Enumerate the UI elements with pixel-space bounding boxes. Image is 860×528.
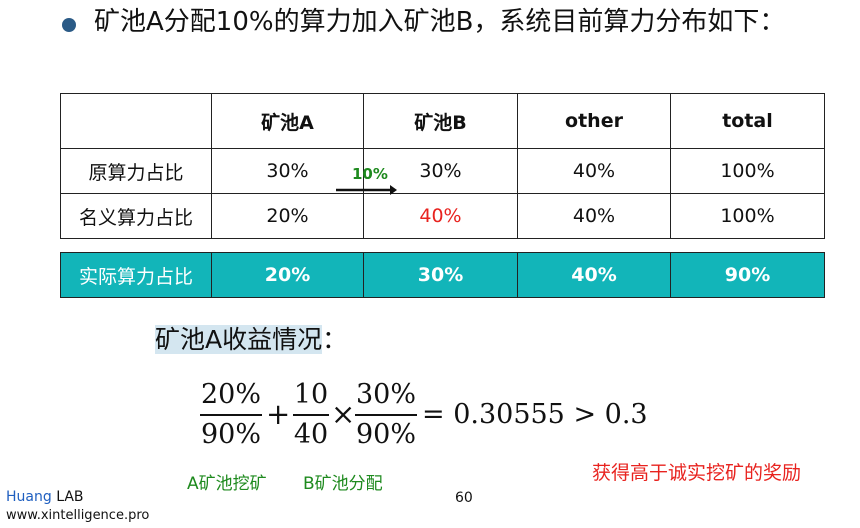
table-cell: 20%	[211, 252, 364, 298]
footer-brand: Huang LAB	[6, 489, 84, 505]
arrow-label: 10%	[352, 165, 388, 183]
table-header-row: 矿池A 矿池B other total	[60, 93, 825, 149]
footer-url: www.xintelligence.pro	[6, 508, 150, 523]
plus-sign: +	[266, 397, 291, 431]
arrow-right-icon	[336, 185, 397, 195]
table-row: 实际算力占比 20% 30% 40% 90%	[60, 252, 825, 298]
numerator: 10	[293, 379, 329, 410]
table-cell: 30%	[211, 148, 364, 194]
slide-title: 矿池A分配10%的算力加入矿池B，系统目前算力分布如下：	[94, 7, 786, 37]
table-cell: 30%	[363, 148, 518, 194]
formula-result: = 0.30555 > 0.3	[422, 399, 648, 430]
times-sign: ×	[331, 397, 356, 431]
table-row: 原算力占比 30% 30% 40% 100%	[60, 148, 825, 194]
actual-hashrate-row: 实际算力占比 20% 30% 40% 90%	[60, 252, 825, 298]
numerator: 20%	[200, 379, 261, 410]
hashrate-table: 矿池A 矿池B other total 原算力占比 30% 30% 40% 10…	[60, 93, 825, 239]
table-cell: 40%	[517, 148, 671, 194]
table-cell: 100%	[670, 193, 825, 239]
reward-note: 获得高于诚实挖矿的奖励	[592, 462, 802, 484]
row-label: 原算力占比	[60, 148, 212, 194]
page-number: 60	[455, 490, 473, 506]
table-cell: 30%	[363, 252, 518, 298]
header-cell: 矿池B	[363, 93, 518, 149]
bullet-dot	[62, 18, 76, 32]
header-cell	[60, 93, 212, 149]
transfer-arrow: 10%	[334, 165, 398, 197]
revenue-heading: 矿池A收益情况：	[155, 320, 347, 356]
label-pool-a-mining: A矿池挖矿	[187, 474, 267, 494]
fraction: 10 40	[293, 378, 329, 452]
brand-rest: LAB	[51, 489, 84, 505]
table-cell-highlight: 40%	[363, 193, 518, 239]
header-cell: other	[517, 93, 671, 149]
table-cell: 40%	[517, 193, 671, 239]
table-cell: 100%	[670, 148, 825, 194]
row-label: 名义算力占比	[60, 193, 212, 239]
table-cell: 20%	[211, 193, 364, 239]
fraction-bar	[293, 414, 329, 416]
table-cell: 40%	[517, 252, 671, 298]
fraction-bar	[200, 414, 262, 416]
denominator: 90%	[200, 419, 261, 450]
table-row: 名义算力占比 20% 40% 40% 100%	[60, 193, 825, 239]
denominator: 40	[293, 419, 329, 450]
table-cell: 90%	[670, 252, 825, 298]
header-cell: 矿池A	[211, 93, 364, 149]
revenue-heading-text: 矿池A收益情况	[155, 325, 323, 354]
fraction: 20% 90%	[200, 378, 262, 452]
label-pool-b-distribution: B矿池分配	[303, 474, 383, 494]
denominator: 90%	[355, 419, 416, 450]
brand-highlight: Huang	[6, 489, 52, 505]
fraction-bar	[355, 414, 417, 416]
revenue-colon: ：	[322, 325, 348, 354]
row-label: 实际算力占比	[60, 252, 212, 298]
numerator: 30%	[355, 379, 416, 410]
fraction: 30% 90%	[355, 378, 417, 452]
header-cell: total	[670, 93, 825, 149]
